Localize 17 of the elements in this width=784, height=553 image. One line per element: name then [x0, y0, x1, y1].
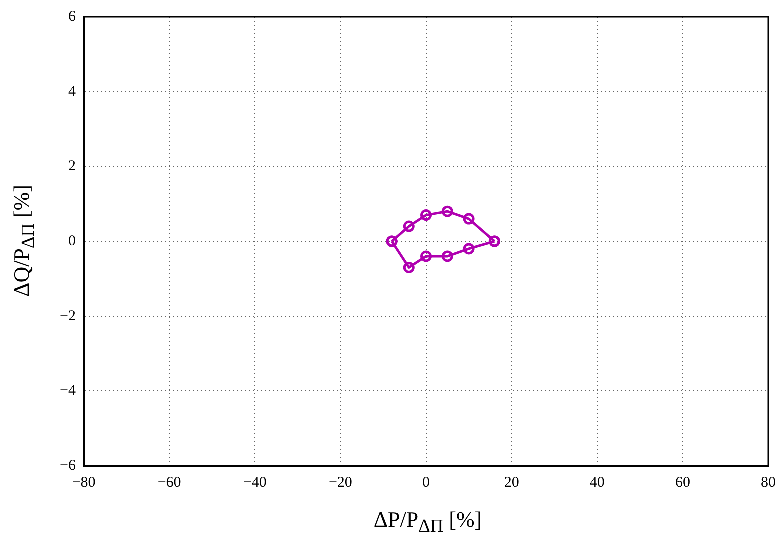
x-tick-label: 40 [590, 474, 605, 491]
y-tick-label: −6 [60, 458, 76, 474]
x-tick-label: −60 [158, 474, 182, 491]
x-tick-label: −40 [243, 474, 267, 491]
y-tick-label: −2 [60, 308, 76, 324]
x-tick-label: −20 [328, 474, 352, 491]
x-axis-title: ΔP/P$_{ΔΠ}$ [%] [374, 506, 482, 538]
x-tick-label: 60 [675, 474, 690, 491]
x-tick-label: −80 [72, 474, 96, 491]
y-tick-label: 6 [68, 8, 76, 25]
y-tick-label: 4 [68, 84, 76, 100]
x-tick-label: 20 [504, 474, 520, 491]
y-tick-label: 2 [68, 158, 76, 175]
y-tick-label: −4 [60, 383, 76, 400]
x-tick-label: 80 [761, 474, 776, 491]
x-tick-label: 0 [422, 474, 430, 491]
y-tick-label: 0 [68, 233, 76, 250]
